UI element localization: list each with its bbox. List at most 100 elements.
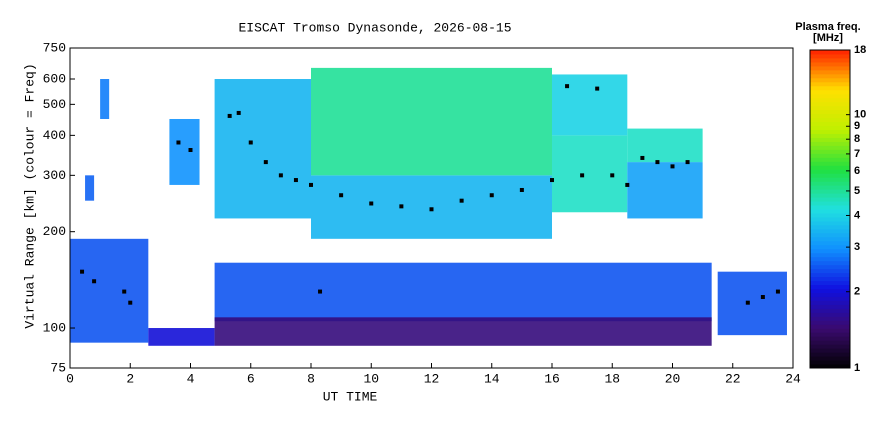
colorbar-cell: [810, 113, 850, 119]
x-tick-label: 10: [363, 371, 379, 386]
x-tick-label: 12: [424, 371, 440, 386]
colorbar-tick-label: 3: [854, 241, 860, 253]
trace-point: [489, 193, 494, 198]
colorbar-cell: [810, 133, 850, 138]
trace-point: [80, 269, 85, 274]
colorbar-cell: [810, 137, 850, 142]
trace-point: [339, 193, 344, 198]
colorbar-cell: [810, 212, 850, 218]
x-tick-label: 2: [126, 371, 134, 386]
x-tick-label: 0: [66, 371, 74, 386]
colorbar-cell: [810, 256, 850, 262]
colorbar-cell: [810, 280, 850, 286]
colorbar-cell: [810, 272, 850, 278]
colorbar-cell: [810, 97, 850, 103]
echo-region: [311, 67, 552, 176]
colorbar-cell: [810, 177, 850, 182]
colorbar-cell: [810, 296, 850, 301]
colorbar-cell: [810, 153, 850, 158]
colorbar-cell: [810, 181, 850, 186]
trace-point: [122, 289, 127, 294]
y-tick-label: 300: [43, 168, 66, 183]
colorbar-cell: [810, 228, 850, 234]
trace-point: [128, 300, 133, 305]
trace-point: [775, 289, 780, 294]
trace-point: [318, 289, 323, 294]
colorbar-cell: [810, 308, 850, 313]
trace-point: [248, 140, 253, 145]
colorbar-cell: [810, 101, 850, 107]
colorbar-cell: [810, 165, 850, 170]
colorbar-frame: [809, 49, 851, 369]
trace-point: [369, 201, 374, 206]
echo-region: [70, 238, 149, 343]
colorbar-cell: [810, 344, 850, 349]
colorbar-cell: [810, 216, 850, 222]
colorbar-tick-label: 5: [854, 185, 860, 197]
colorbar-cell: [810, 141, 850, 146]
trace-point: [640, 155, 645, 160]
x-tick-label: 16: [544, 371, 560, 386]
colorbar-cell: [810, 264, 850, 270]
x-tick-label: 18: [604, 371, 620, 386]
colorbar-cell: [810, 209, 850, 214]
x-tick-label: 6: [247, 371, 255, 386]
echo-region: [214, 79, 311, 219]
x-tick-label: 8: [307, 371, 315, 386]
colorbar-cell: [810, 193, 850, 198]
colorbar-cell: [810, 125, 850, 130]
colorbar-cell: [810, 53, 850, 59]
colorbar-cell: [810, 224, 850, 230]
colorbar-cell: [810, 236, 850, 242]
colorbar-cell: [810, 189, 850, 194]
trace-point: [610, 173, 615, 178]
colorbar-cell: [810, 105, 850, 111]
colorbar-cell: [810, 89, 850, 95]
trace-point: [685, 160, 690, 165]
colorbar-tick-label: 9: [854, 120, 860, 132]
colorbar-cell: [810, 145, 850, 150]
colorbar-cell: [810, 201, 850, 206]
echo-region: [214, 317, 712, 346]
echo-region: [552, 135, 628, 213]
colorbar-tick-label: 10: [854, 109, 866, 121]
colorbar-cell: [810, 73, 850, 79]
trace-point: [293, 178, 298, 183]
colorbar-cell: [810, 332, 850, 337]
trace-point: [309, 182, 313, 187]
colorbar-cell: [810, 316, 850, 321]
colorbar-cell: [810, 50, 850, 55]
colorbar-cell: [810, 161, 850, 166]
x-axis-label: UT TIME: [323, 389, 378, 404]
echo-region: [100, 79, 110, 119]
colorbar-tick-label: 8: [854, 133, 860, 145]
trace-point: [278, 173, 283, 178]
y-tick-label: 600: [43, 71, 66, 86]
colorbar-cell: [810, 109, 850, 115]
colorbar-cell: [810, 288, 850, 293]
colorbar-cell: [810, 324, 850, 329]
colorbar-cell: [810, 169, 850, 174]
colorbar-cell: [810, 292, 850, 297]
colorbar-cell: [810, 173, 850, 178]
trace-point: [176, 140, 181, 145]
echo-region: [148, 328, 215, 346]
trace-point: [745, 300, 750, 305]
trace-point: [595, 86, 600, 91]
y-tick-label: 200: [43, 224, 66, 239]
colorbar-tick-label: 7: [854, 148, 860, 160]
colorbar-cell: [810, 252, 850, 258]
x-tick-label: 20: [665, 371, 681, 386]
colorbar-cell: [810, 328, 850, 333]
echo-region: [311, 175, 552, 239]
echo-region: [627, 128, 703, 163]
echo-region: [169, 118, 200, 185]
x-tick-label: 24: [785, 371, 801, 386]
trace-point: [92, 279, 97, 284]
colorbar-cell: [810, 93, 850, 99]
colorbar-cell: [810, 61, 850, 67]
colorbar-tick-label: 1: [854, 362, 860, 374]
colorbar-cell: [810, 320, 850, 325]
colorbar-cell: [810, 121, 850, 127]
colorbar-cell: [810, 248, 850, 254]
